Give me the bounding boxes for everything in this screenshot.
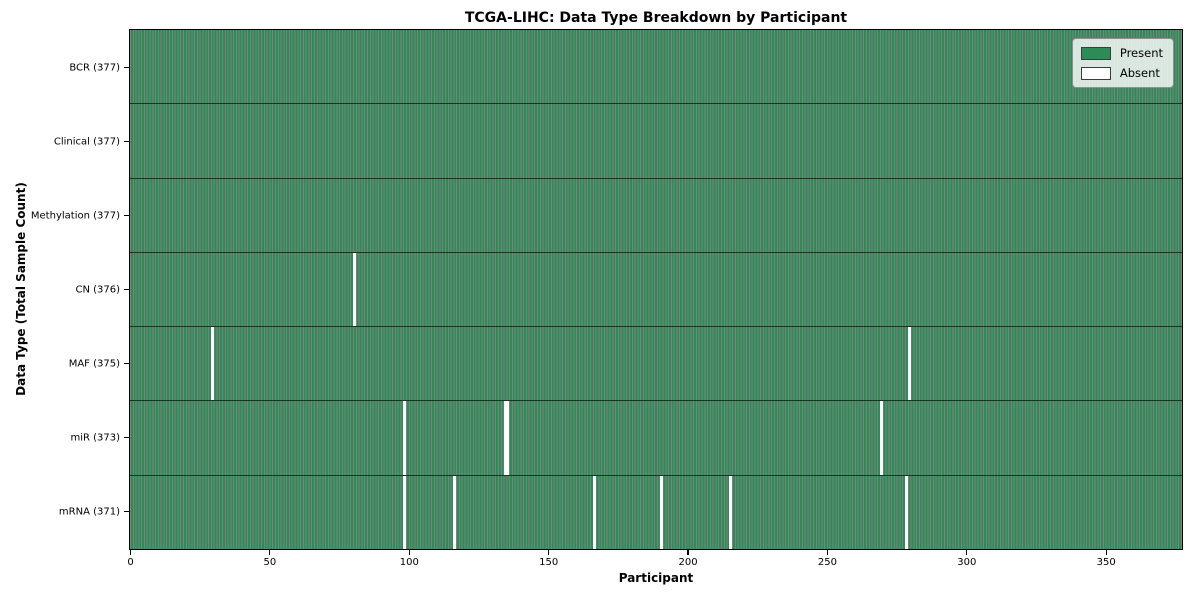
legend-label-absent: Absent	[1119, 66, 1160, 80]
x-axis-label: Participant	[618, 571, 694, 585]
y-tick-label: Clinical (377)	[53, 136, 120, 147]
heatmap-rows	[130, 30, 1182, 549]
heatmap-row-cn	[130, 252, 1182, 328]
absent-stripe	[453, 475, 457, 549]
heatmap-row-clinical	[130, 104, 1182, 179]
x-tick-label: 0	[127, 557, 134, 568]
y-tick-label: CN (376)	[75, 284, 120, 295]
absent-swatch	[1080, 66, 1111, 80]
absent-stripe	[403, 401, 407, 475]
heatmap-row-mir	[130, 401, 1182, 476]
y-tick-label: MAF (375)	[68, 358, 120, 369]
y-tick-mark	[124, 214, 129, 217]
x-tick-label: 350	[1096, 557, 1116, 568]
absent-stripe	[592, 475, 596, 549]
y-tick-label: mRNA (371)	[58, 506, 120, 517]
x-tick-label: 100	[399, 557, 419, 568]
y-tick-label: miR (373)	[70, 432, 120, 443]
y-axis-label: Data Type (Total Sample Count)	[14, 182, 28, 396]
heatmap-row-mrna	[130, 475, 1182, 549]
x-tick-label: 250	[817, 557, 837, 568]
absent-stripe	[879, 401, 883, 475]
absent-stripe	[353, 252, 357, 327]
legend-label-present: Present	[1119, 46, 1163, 60]
plot-area: Present Absent	[129, 29, 1183, 550]
heatmap-row-methylation	[130, 178, 1182, 253]
x-tick-mark	[826, 550, 829, 555]
y-tick-mark	[124, 66, 129, 69]
x-tick-label: 150	[539, 557, 559, 568]
x-tick-mark	[687, 550, 689, 555]
legend-item-absent: Absent	[1080, 66, 1163, 80]
y-tick-mark	[124, 140, 129, 143]
x-tick-mark	[548, 550, 550, 555]
y-tick-label: BCR (377)	[69, 62, 120, 73]
x-tick-label: 50	[263, 557, 277, 568]
heatmap-row-maf	[130, 327, 1182, 402]
absent-stripe	[907, 327, 911, 401]
absent-stripe	[503, 401, 507, 475]
absent-stripe	[905, 475, 908, 549]
heatmap-row-bcr	[130, 30, 1182, 105]
x-tick-mark	[269, 550, 271, 555]
y-tick-label: Methylation (377)	[30, 210, 120, 221]
legend-item-present: Present	[1080, 46, 1163, 60]
x-tick-label: 300	[957, 557, 977, 568]
legend: Present Absent	[1071, 38, 1174, 88]
y-tick-mark	[124, 436, 129, 439]
x-tick-mark	[408, 550, 410, 555]
x-tick-mark	[966, 550, 968, 555]
absent-stripe	[729, 475, 733, 549]
present-swatch	[1080, 46, 1111, 60]
y-tick-mark	[124, 288, 129, 291]
x-tick-mark	[1105, 550, 1107, 555]
absent-stripe	[210, 327, 214, 401]
y-tick-mark	[124, 510, 129, 513]
absent-stripe	[506, 401, 510, 475]
x-tick-label: 200	[678, 557, 698, 568]
chart-title: TCGA-LIHC: Data Type Breakdown by Partic…	[464, 10, 848, 26]
absent-stripe	[659, 475, 663, 549]
x-tick-mark	[129, 550, 132, 555]
y-tick-mark	[124, 362, 129, 365]
absent-stripe	[403, 475, 407, 549]
